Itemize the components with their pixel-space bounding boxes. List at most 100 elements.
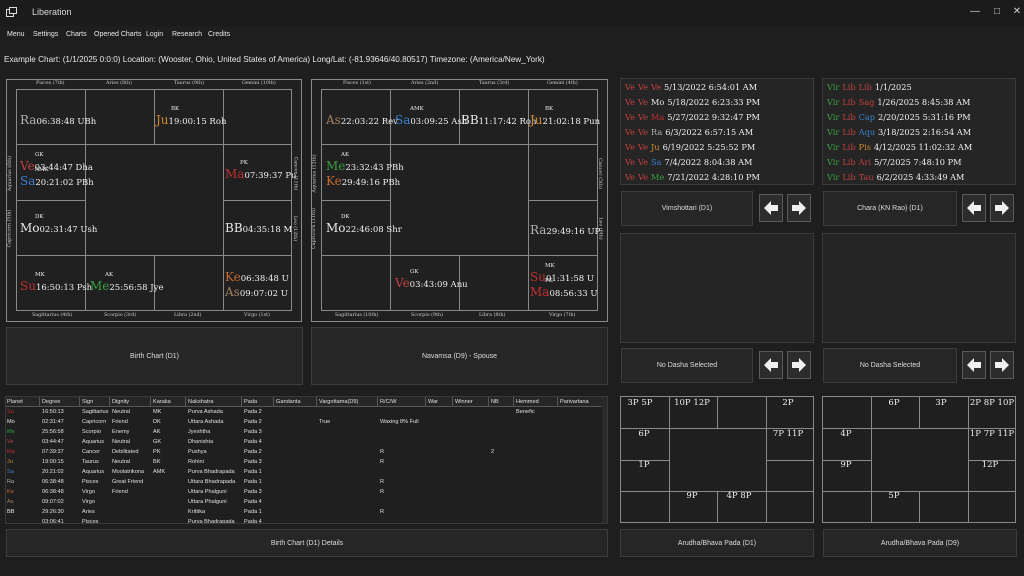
arrow-right-icon [792, 358, 806, 372]
sub-dasha-prev-button[interactable] [759, 351, 783, 379]
arudha-d1-label[interactable]: Arudha/Bhava Pada (D1) [620, 529, 814, 557]
column-divider [150, 397, 151, 406]
column-header[interactable]: Gandanta [276, 399, 301, 405]
dasha-row[interactable]: Ve Ve Mo 5/18/2022 6:23:33 PM [625, 97, 763, 107]
table-cell: Enemy [112, 429, 130, 435]
no-dasha-left[interactable]: No Dasha Selected [621, 348, 753, 383]
dasha-row[interactable]: Vir Lib Tau 6/2/2025 4:33:49 AM [827, 172, 967, 182]
arudha-pada-d9-chart[interactable]: 6P 3P 2P 8P 10P 4P 1P 7P 11P 9P 12P 5P [822, 396, 1016, 523]
details-label[interactable]: Birth Chart (D1) Details [6, 529, 608, 557]
dasha-row[interactable]: Vir Lib Cap 2/20/2025 5:31:16 PM [827, 112, 974, 122]
dasha-lord: Ve [625, 112, 636, 122]
grid-line [967, 396, 969, 523]
column-header[interactable]: Parivartana [560, 399, 589, 405]
planet-details-table[interactable]: Planet Degree Sign Dignity Karaka Nakshatra Pa… [5, 396, 608, 524]
menu-item-settings[interactable]: Settings [33, 31, 59, 38]
dasha-row[interactable]: Vir Lib Ari 5/7/2025 7:48:10 PM [827, 157, 965, 167]
dasha-row[interactable]: Ve Ve Ma 5/27/2022 9:32:47 PM [625, 112, 763, 122]
planet-bb: BB04:35:18 M [225, 219, 292, 235]
no-dasha-right[interactable]: No Dasha Selected [823, 348, 957, 383]
vimshottari-next-button[interactable] [787, 194, 811, 222]
sub-dasha-panel-left[interactable] [620, 233, 814, 343]
column-header[interactable]: Vargottama(D9) [319, 399, 359, 405]
dasha-row[interactable]: Ve Ve Ve 5/13/2022 6:54:01 AM [625, 82, 760, 92]
dasha-row[interactable]: Ve Ve Sa 7/4/2022 8:04:38 AM [625, 157, 755, 167]
birth-chart[interactable]: Pisces (7th) Aries (8th) Taurus (9th) Ge… [6, 79, 302, 322]
vimshottari-prev-button[interactable] [759, 194, 783, 222]
dasha-row[interactable]: Vir Lib Pis 4/12/2025 11:02:32 AM [827, 142, 975, 152]
vimshottari-label[interactable]: Vimshottari (D1) [621, 191, 753, 226]
chara-sub-next-button[interactable] [990, 351, 1014, 379]
dasha-row[interactable]: Ve Ve Ra 6/3/2022 6:57:15 AM [625, 127, 756, 137]
planet-abbr: Ma [225, 167, 245, 181]
dasha-row[interactable]: Ve Ve Ju 6/19/2022 5:25:52 PM [625, 142, 758, 152]
dasha-row[interactable]: Vir Lib Aqu 3/18/2025 2:16:54 AM [827, 127, 974, 137]
chara-next-button[interactable] [990, 194, 1014, 222]
table-cell: 06:38:48 [42, 479, 64, 485]
table-cell: Cancer [82, 449, 101, 455]
menu-item-opened-charts[interactable]: Opened Charts [94, 31, 142, 38]
table-cell: Virgo [82, 499, 95, 505]
dasha-row[interactable]: Vir Lib Lib 1/1/2025 [827, 82, 915, 92]
chara-sub-prev-button[interactable] [962, 351, 986, 379]
table-cell: 06:38:48 [42, 489, 64, 495]
chara-prev-button[interactable] [962, 194, 986, 222]
dasha-date: 1/1/2025 [874, 82, 912, 92]
arudha-d9-label[interactable]: Arudha/Bhava Pada (D9) [823, 529, 1017, 557]
dasha-date: 5/18/2022 6:23:33 PM [667, 97, 761, 107]
table-cell: Pada 4 [244, 439, 262, 445]
chara-label[interactable]: Chara (KN Rao) (D1) [823, 191, 957, 226]
karaka-label: PK [240, 160, 248, 166]
birth-chart-label[interactable]: Birth Chart (D1) [6, 327, 303, 385]
menu-item-research[interactable]: Research [172, 31, 202, 38]
table-cell: Pisces [82, 479, 99, 485]
column-header[interactable]: NB [491, 399, 499, 405]
column-header[interactable]: Planet [7, 399, 23, 405]
column-header[interactable]: Winner [455, 399, 473, 405]
table-cell: 03:44:47 [42, 439, 64, 445]
menu-item-credits[interactable]: Credits [208, 31, 231, 38]
window-title: Liberation [32, 7, 72, 17]
dasha-lord: Ve [638, 172, 649, 182]
column-header[interactable]: War [428, 399, 439, 405]
minimize-button[interactable]: — [970, 6, 980, 17]
menu-item-menu[interactable]: Menu [7, 31, 25, 38]
column-header[interactable]: R/C/W [380, 399, 397, 405]
navamsa-chart[interactable]: Pisces (1st) Aries (2nd) Taurus (3rd) Ge… [311, 79, 608, 322]
vimshottari-dasha-list[interactable]: Ve Ve Ve 5/13/2022 6:54:01 AM Ve Ve Mo 5/18/202… [620, 78, 814, 185]
maximize-button[interactable]: □ [993, 6, 1001, 17]
karaka-label: BK [545, 106, 554, 112]
menu-item-charts[interactable]: Charts [66, 31, 87, 38]
planet-degree: 06:38:48 U [240, 274, 289, 284]
navamsa-chart-label[interactable]: Navamsa (D9) - Spouse [311, 327, 608, 385]
column-header[interactable]: Hemmed [516, 399, 539, 405]
column-header[interactable]: Karaka [153, 399, 171, 405]
dasha-row[interactable]: Ve Ve Me 7/21/2022 4:28:10 PM [625, 172, 763, 182]
dasha-row[interactable]: Vir Lib Sag 1/26/2025 8:45:38 AM [827, 97, 973, 107]
menu-item-login[interactable]: Login [146, 31, 164, 38]
planet-abbr: Su [20, 279, 36, 293]
table-cell: 19:00:15 [42, 459, 64, 465]
arrow-right-icon [995, 358, 1009, 372]
planet-degree: 29:49:16 UP [546, 227, 601, 237]
column-header[interactable]: Nakshatra [188, 399, 214, 405]
dasha-date: 6/3/2022 6:57:15 AM [665, 127, 754, 137]
planet-abbr: Sa [395, 113, 411, 127]
table-scrollbar[interactable] [602, 397, 607, 523]
column-header[interactable]: Dignity [112, 399, 130, 405]
arudha-pada-d1-chart[interactable]: 3P 5P 10P 12P 2P 6P 7P 11P 1P 9P 4P 8P [620, 396, 814, 523]
grid-line [668, 396, 670, 523]
chara-dasha-list[interactable]: Vir Lib Lib 1/1/2025 Vir Lib Sag 1/26/2025 8:45… [822, 78, 1016, 185]
table-cell: Pada 3 [244, 459, 262, 465]
dasha-lord: Ve [638, 127, 649, 137]
sub-dasha-next-button[interactable] [787, 351, 811, 379]
sub-dasha-panel-right[interactable] [822, 233, 1016, 343]
column-header[interactable]: Degree [42, 399, 61, 405]
karaka-label: MK [545, 263, 555, 269]
close-button[interactable]: ✕ [1012, 6, 1022, 17]
table-cell: 09:07:02 [42, 499, 64, 505]
column-header[interactable]: Pada [244, 399, 258, 405]
column-header[interactable]: Sign [82, 399, 94, 405]
planet-abbr: Ju [530, 113, 543, 127]
table-cell: Uttara Bhadrapada [188, 479, 236, 485]
